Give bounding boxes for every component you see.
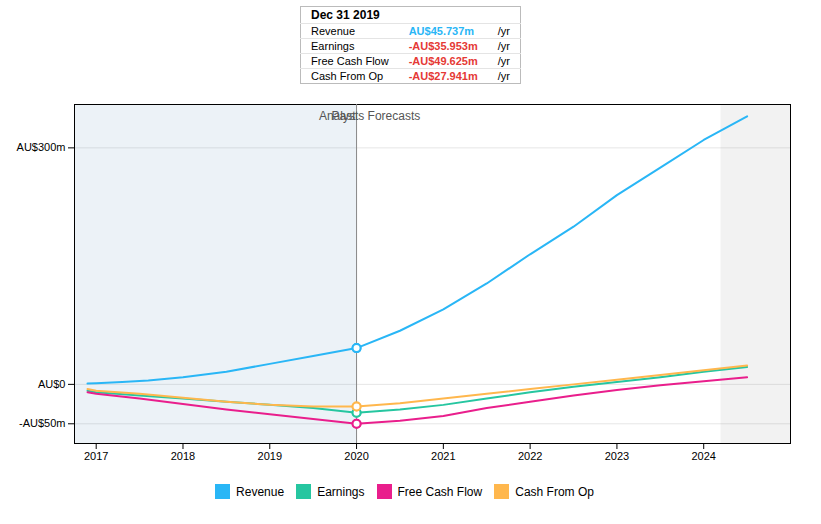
html-text:Revenue: Revenue (311, 25, 356, 37)
html-text:Cash From Op: Cash From Op (515, 484, 594, 499)
svg-text:Analysts Forecasts: Analysts Forecasts (319, 109, 420, 123)
svg-text:-AU$50m: -AU$50m (19, 417, 65, 429)
svg-text:AU$300m: AU$300m (17, 141, 66, 153)
html-text:-AU$35.953m: -AU$35.953m (408, 40, 478, 52)
html-text:Revenue: Revenue (236, 484, 285, 499)
html-text:Free Cash Flow: Free Cash Flow (397, 484, 483, 499)
svg-text:2019: 2019 (258, 450, 282, 462)
html-text:/yr: /yr (497, 40, 510, 52)
html-text:Earnings: Earnings (311, 40, 355, 52)
svg-text:2024: 2024 (691, 450, 715, 462)
html-text:-AU$27.941m: -AU$27.941m (408, 70, 478, 82)
html-text:-AU$49.625m: -AU$49.625m (408, 55, 478, 67)
svg-text:2021: 2021 (431, 450, 455, 462)
html-text:AU$45.737m: AU$45.737m (408, 25, 475, 37)
svg-text:2022: 2022 (518, 450, 542, 462)
html-text:/yr: /yr (497, 25, 510, 37)
html-text:/yr: /yr (497, 70, 510, 82)
html-text:Cash From Op: Cash From Op (311, 70, 384, 82)
svg-text:2017: 2017 (84, 450, 108, 462)
svg-text:2020: 2020 (344, 450, 368, 462)
html-text:Earnings: Earnings (317, 484, 365, 499)
svg-text:2023: 2023 (605, 450, 629, 462)
svg-text:2018: 2018 (171, 450, 195, 462)
svg-text:AU$0: AU$0 (38, 378, 66, 390)
html-text:/yr: /yr (497, 55, 510, 67)
html-text:Free Cash Flow: Free Cash Flow (311, 55, 389, 67)
html-text:Dec 31 2019: Dec 31 2019 (311, 8, 380, 22)
